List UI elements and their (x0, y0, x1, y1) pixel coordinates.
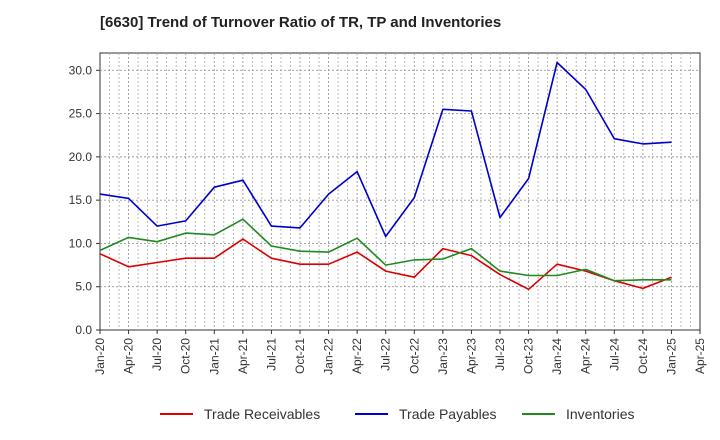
x-tick-label: Apr-24 (579, 338, 593, 374)
series-line-inventories (99, 218, 672, 282)
y-axis: 0.0 5.0 10.0 15.0 20.0 25.0 30.0 (69, 63, 100, 337)
x-tick-label: Apr-22 (350, 338, 364, 374)
x-tick-label: Jan-23 (436, 338, 450, 375)
plot-area (99, 52, 701, 331)
x-tick-label: Oct-21 (293, 338, 307, 374)
y-tick-label: 30.0 (69, 63, 93, 77)
y-tick-label: 0.0 (75, 323, 92, 337)
chart-title: [6630] Trend of Turnover Ratio of TR, TP… (100, 14, 502, 31)
x-tick-label: Jan-24 (550, 338, 564, 375)
y-tick-label: 5.0 (75, 280, 92, 294)
y-tick-label: 20.0 (69, 150, 93, 164)
x-tick-label: Apr-20 (122, 338, 136, 374)
x-tick-label: Apr-23 (464, 338, 478, 374)
series-line-trade-payables (99, 61, 672, 238)
x-tick-label: Oct-24 (636, 338, 650, 374)
y-tick-label: 10.0 (69, 236, 93, 250)
legend-label: Inventories (566, 406, 634, 422)
x-tick-label: Apr-25 (693, 338, 707, 374)
legend-label: Trade Payables (399, 406, 497, 422)
y-tick-label: 25.0 (69, 107, 93, 121)
x-tick-label: Apr-21 (236, 338, 250, 374)
x-tick-label: Jan-25 (664, 338, 678, 375)
series-lines (99, 61, 672, 291)
x-tick-label: Oct-20 (179, 338, 193, 374)
legend-label: Trade Receivables (204, 406, 320, 422)
x-axis: Jan-20 Apr-20 Jul-20 Oct-20 Jan-21 Apr-21 Jul-… (93, 330, 707, 375)
x-tick-label: Jan-20 (93, 338, 107, 375)
x-tick-label: Oct-22 (407, 338, 421, 374)
legend: Trade Receivables Trade Payables Inventori… (160, 406, 634, 422)
x-tick-label: Jan-22 (322, 338, 336, 375)
plot-border (99, 52, 701, 331)
x-tick-label: Jul-21 (264, 338, 278, 371)
x-tick-label: Oct-23 (522, 338, 536, 374)
x-tick-label: Jan-21 (207, 338, 221, 375)
x-tick-label: Jul-20 (150, 338, 164, 371)
x-tick-label: Jul-22 (379, 338, 393, 371)
y-tick-label: 15.0 (69, 193, 93, 207)
series-line-trade-receivables (99, 238, 672, 291)
x-tick-label: Jul-23 (493, 338, 507, 371)
x-tick-label: Jul-24 (607, 338, 621, 371)
